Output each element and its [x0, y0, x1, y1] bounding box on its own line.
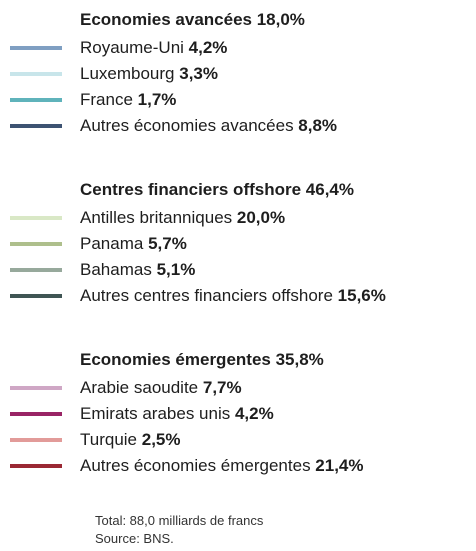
item-name: Emirats arabes unis	[80, 404, 231, 423]
legend-text: Autres économies émergentes 21,4%	[80, 454, 364, 478]
legend-swatch	[10, 242, 62, 246]
item-share: 20,0%	[236, 208, 286, 227]
item-name: Arabie saoudite	[80, 378, 199, 397]
item-name: France	[80, 90, 133, 109]
legend-item: Antilles britanniques 20,0%	[0, 206, 476, 230]
item-name: Bahamas	[80, 260, 152, 279]
legend-swatch	[10, 46, 62, 50]
group-title: Economies émergentes 35,8%	[80, 348, 324, 372]
legend-item: Autres centres financiers offshore 15,6%	[0, 284, 476, 308]
legend-swatch	[10, 412, 62, 416]
legend-text: Autres économies avancées 8,8%	[80, 114, 337, 138]
legend-item: Luxembourg 3,3%	[0, 62, 476, 86]
item-name: Autres économies avancées	[80, 116, 294, 135]
item-share: 2,5%	[141, 430, 181, 449]
group-title: Economies avancées 18,0%	[80, 8, 305, 32]
legend-text: Royaume-Uni 4,2%	[80, 36, 227, 60]
legend-swatch	[10, 438, 62, 442]
legend-swatch	[10, 98, 62, 102]
legend-swatch	[10, 72, 62, 76]
item-share: 4,2%	[188, 38, 228, 57]
legend-item: Royaume-Uni 4,2%	[0, 36, 476, 60]
item-share: 8,8%	[298, 116, 338, 135]
item-share: 3,3%	[179, 64, 218, 83]
legend-item: Panama 5,7%	[0, 232, 476, 256]
item-name: Royaume-Uni	[80, 38, 184, 57]
legend-text: Panama 5,7%	[80, 232, 187, 256]
item-name: Luxembourg	[80, 64, 175, 83]
group-share: 18,0%	[256, 10, 305, 29]
group-name: Centres financiers offshore	[80, 180, 302, 199]
legend-text: Turquie 2,5%	[80, 428, 181, 452]
legend-swatch	[10, 294, 62, 298]
item-name: Panama	[80, 234, 144, 253]
footer-source: Source: BNS.	[95, 531, 174, 546]
legend-text: Emirats arabes unis 4,2%	[80, 402, 274, 426]
group-name: Economies avancées	[80, 10, 252, 29]
item-name: Antilles britanniques	[80, 208, 233, 227]
group-title: Centres financiers offshore 46,4%	[80, 178, 354, 202]
legend-text: Antilles britanniques 20,0%	[80, 206, 285, 230]
legend-swatch	[10, 386, 62, 390]
legend-text: Luxembourg 3,3%	[80, 62, 218, 86]
legend-item: Autres économies avancées 8,8%	[0, 114, 476, 138]
item-share: 5,1%	[156, 260, 196, 279]
item-name: Autres centres financiers offshore	[80, 286, 333, 305]
item-name: Turquie	[80, 430, 138, 449]
legend-item: Turquie 2,5%	[0, 428, 476, 452]
legend-item: Arabie saoudite 7,7%	[0, 376, 476, 400]
legend-swatch	[10, 464, 62, 468]
legend-text: Arabie saoudite 7,7%	[80, 376, 242, 400]
legend-text: Bahamas 5,1%	[80, 258, 195, 282]
legend-swatch	[10, 124, 62, 128]
legend-item: Emirats arabes unis 4,2%	[0, 402, 476, 426]
footer-total: Total: 88,0 milliards de francs	[95, 513, 264, 528]
legend-text: France 1,7%	[80, 88, 176, 112]
legend-swatch	[10, 216, 62, 220]
item-share: 1,7%	[137, 90, 177, 109]
legend-swatch	[10, 268, 62, 272]
group-header: Economies avancées 18,0%	[0, 8, 476, 32]
item-share: 5,7%	[148, 234, 187, 253]
item-share: 7,7%	[202, 378, 242, 397]
legend-text: Autres centres financiers offshore 15,6%	[80, 284, 386, 308]
legend-item: Autres économies émergentes 21,4%	[0, 454, 476, 478]
group-share: 46,4%	[305, 180, 354, 199]
item-share: 15,6%	[337, 286, 386, 305]
item-name: Autres économies émergentes	[80, 456, 311, 475]
group-header: Economies émergentes 35,8%	[0, 348, 476, 372]
group-share: 35,8%	[275, 350, 324, 369]
item-share: 4,2%	[234, 404, 274, 423]
legend-item: France 1,7%	[0, 88, 476, 112]
group-header: Centres financiers offshore 46,4%	[0, 178, 476, 202]
item-share: 21,4%	[315, 456, 364, 475]
legend-item: Bahamas 5,1%	[0, 258, 476, 282]
group-name: Economies émergentes	[80, 350, 271, 369]
